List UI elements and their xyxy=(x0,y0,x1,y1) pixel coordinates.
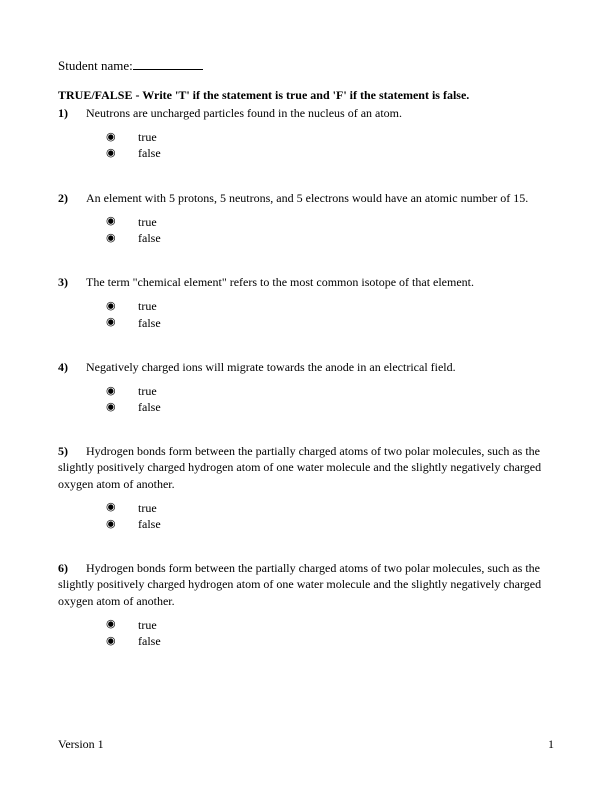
option-true[interactable]: ◉true xyxy=(106,129,554,145)
option-label: false xyxy=(138,315,161,331)
options: ◉true ◉false xyxy=(106,298,554,330)
version-label: Version 1 xyxy=(58,737,104,752)
question-body: Neutrons are uncharged particles found i… xyxy=(86,106,402,120)
question-number: 6) xyxy=(58,560,86,576)
option-label: false xyxy=(138,633,161,649)
option-label: true xyxy=(138,298,157,314)
option-label: false xyxy=(138,145,161,161)
question-body: An element with 5 protons, 5 neutrons, a… xyxy=(86,191,528,205)
radio-icon: ◉ xyxy=(106,146,138,161)
question-text: 3)The term "chemical element" refers to … xyxy=(58,274,554,290)
radio-icon: ◉ xyxy=(106,231,138,246)
option-true[interactable]: ◉true xyxy=(106,214,554,230)
radio-icon: ◉ xyxy=(106,500,138,515)
radio-icon: ◉ xyxy=(106,400,138,415)
option-false[interactable]: ◉false xyxy=(106,315,554,331)
question-body: Hydrogen bonds form between the partiall… xyxy=(58,444,541,490)
option-false[interactable]: ◉false xyxy=(106,145,554,161)
radio-icon: ◉ xyxy=(106,517,138,532)
question-number: 1) xyxy=(58,105,86,121)
option-label: true xyxy=(138,129,157,145)
option-label: false xyxy=(138,516,161,532)
question-body: The term "chemical element" refers to th… xyxy=(86,275,474,289)
radio-icon: ◉ xyxy=(106,130,138,145)
radio-icon: ◉ xyxy=(106,214,138,229)
radio-icon: ◉ xyxy=(106,634,138,649)
question-text: 5)Hydrogen bonds form between the partia… xyxy=(58,443,554,492)
option-label: false xyxy=(138,399,161,415)
question-text: 6)Hydrogen bonds form between the partia… xyxy=(58,560,554,609)
radio-icon: ◉ xyxy=(106,299,138,314)
option-false[interactable]: ◉false xyxy=(106,230,554,246)
question-6: 6)Hydrogen bonds form between the partia… xyxy=(58,560,554,649)
option-true[interactable]: ◉true xyxy=(106,383,554,399)
instructions: TRUE/FALSE - Write 'T' if the statement … xyxy=(58,88,554,103)
question-text: 4)Negatively charged ions will migrate t… xyxy=(58,359,554,375)
question-text: 1)Neutrons are uncharged particles found… xyxy=(58,105,554,121)
option-label: true xyxy=(138,500,157,516)
options: ◉true ◉false xyxy=(106,617,554,649)
footer: Version 1 1 xyxy=(58,737,554,752)
student-name-line: Student name: xyxy=(58,58,554,74)
option-false[interactable]: ◉false xyxy=(106,516,554,532)
question-number: 2) xyxy=(58,190,86,206)
question-5: 5)Hydrogen bonds form between the partia… xyxy=(58,443,554,532)
question-body: Hydrogen bonds form between the partiall… xyxy=(58,561,541,607)
option-true[interactable]: ◉true xyxy=(106,298,554,314)
question-3: 3)The term "chemical element" refers to … xyxy=(58,274,554,331)
question-number: 3) xyxy=(58,274,86,290)
radio-icon: ◉ xyxy=(106,617,138,632)
question-4: 4)Negatively charged ions will migrate t… xyxy=(58,359,554,416)
option-label: true xyxy=(138,617,157,633)
option-false[interactable]: ◉false xyxy=(106,633,554,649)
options: ◉true ◉false xyxy=(106,500,554,532)
option-true[interactable]: ◉true xyxy=(106,617,554,633)
options: ◉true ◉false xyxy=(106,129,554,161)
option-label: true xyxy=(138,383,157,399)
page-number: 1 xyxy=(548,737,554,752)
student-name-label: Student name: xyxy=(58,58,133,73)
option-label: false xyxy=(138,230,161,246)
question-text: 2)An element with 5 protons, 5 neutrons,… xyxy=(58,190,554,206)
option-false[interactable]: ◉false xyxy=(106,399,554,415)
options: ◉true ◉false xyxy=(106,214,554,246)
options: ◉true ◉false xyxy=(106,383,554,415)
option-true[interactable]: ◉true xyxy=(106,500,554,516)
question-1: 1)Neutrons are uncharged particles found… xyxy=(58,105,554,162)
question-body: Negatively charged ions will migrate tow… xyxy=(86,360,456,374)
question-2: 2)An element with 5 protons, 5 neutrons,… xyxy=(58,190,554,247)
question-number: 4) xyxy=(58,359,86,375)
radio-icon: ◉ xyxy=(106,384,138,399)
name-underline xyxy=(133,69,203,70)
question-number: 5) xyxy=(58,443,86,459)
radio-icon: ◉ xyxy=(106,315,138,330)
option-label: true xyxy=(138,214,157,230)
